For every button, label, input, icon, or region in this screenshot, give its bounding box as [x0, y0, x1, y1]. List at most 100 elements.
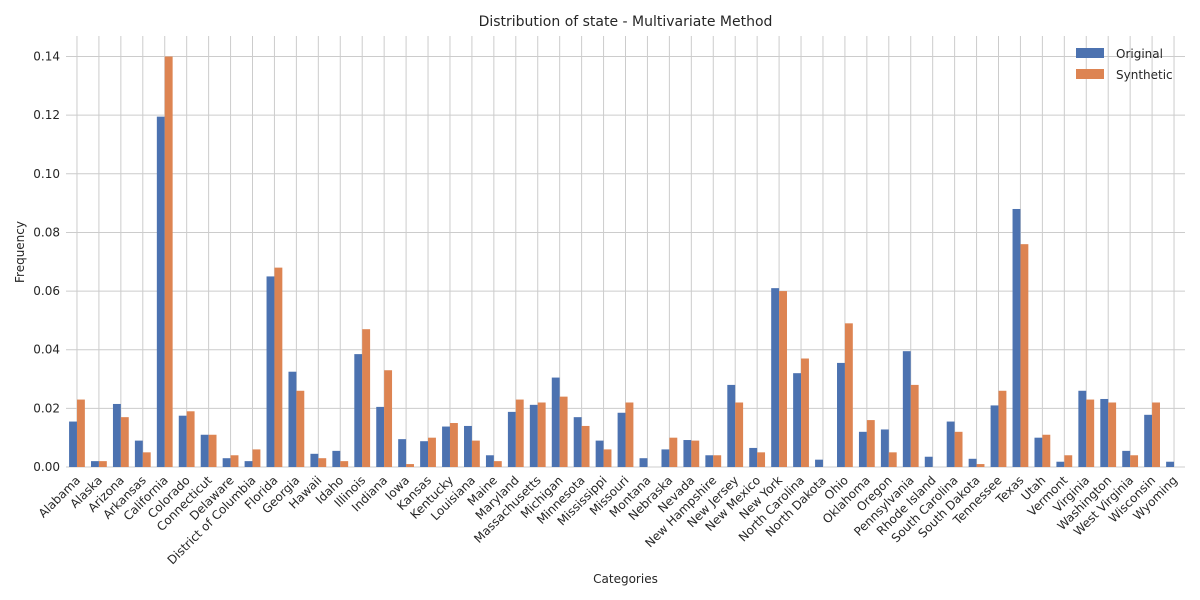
- bar-synthetic: [735, 402, 744, 467]
- bar-synthetic: [603, 449, 612, 467]
- bar-original: [902, 351, 911, 467]
- bar-synthetic: [1020, 244, 1029, 467]
- bar-original: [946, 421, 955, 467]
- bar-original: [156, 116, 165, 468]
- bar-synthetic: [691, 440, 700, 467]
- bar-synthetic: [910, 384, 919, 467]
- bar-original: [858, 431, 867, 467]
- bar-original: [134, 440, 143, 467]
- bar-original: [507, 411, 516, 467]
- bar-original: [288, 371, 297, 467]
- bar-original: [1166, 461, 1175, 467]
- y-tick-label: 0.00: [33, 460, 60, 474]
- bar-original: [705, 455, 714, 467]
- bar-synthetic: [998, 390, 1007, 467]
- bar-original: [573, 417, 582, 467]
- bar-synthetic: [581, 425, 590, 467]
- bar-synthetic: [384, 370, 393, 467]
- bar-original: [771, 288, 780, 467]
- bar-original: [200, 434, 209, 467]
- bar-synthetic: [866, 420, 875, 467]
- bar-synthetic: [142, 452, 151, 467]
- bar-synthetic: [559, 396, 568, 467]
- bar-original: [639, 458, 648, 467]
- bar-synthetic: [954, 431, 963, 467]
- bar-synthetic: [471, 440, 480, 467]
- bar-synthetic: [230, 455, 239, 467]
- bar-original: [420, 441, 429, 467]
- bar-synthetic: [888, 452, 897, 467]
- bar-synthetic: [537, 402, 546, 467]
- bar-synthetic: [757, 452, 766, 467]
- bars: [69, 56, 1175, 468]
- x-tick-labels: AlabamaAlaskaArizonaArkansasCaliforniaCo…: [36, 473, 1180, 567]
- bar-synthetic: [449, 423, 458, 467]
- y-tick-label: 0.14: [33, 50, 60, 64]
- y-tick-label: 0.12: [33, 108, 60, 122]
- bar-synthetic: [1064, 455, 1073, 467]
- bar-synthetic: [1108, 402, 1117, 467]
- bar-original: [442, 426, 450, 467]
- bar-original: [1012, 208, 1021, 467]
- bar-synthetic: [428, 437, 436, 467]
- bar-original: [178, 415, 187, 467]
- bar-synthetic: [252, 449, 261, 467]
- bar-synthetic: [186, 411, 195, 467]
- bar-original: [354, 354, 363, 467]
- bar-synthetic: [362, 329, 371, 467]
- y-tick-label: 0.06: [33, 284, 60, 298]
- bar-original: [222, 458, 231, 467]
- bar-synthetic: [76, 399, 85, 467]
- bar-original: [815, 459, 823, 467]
- bar-synthetic: [625, 402, 634, 467]
- bar-synthetic: [801, 358, 809, 467]
- bar-synthetic: [1152, 402, 1160, 467]
- y-tick-label: 0.08: [33, 225, 60, 239]
- bar-synthetic: [208, 434, 217, 467]
- bar-original: [1100, 398, 1109, 467]
- bar-synthetic: [274, 267, 283, 467]
- bar-original: [1144, 414, 1153, 467]
- bar-original: [69, 421, 77, 467]
- bar-original: [880, 429, 889, 467]
- bar-original: [661, 449, 670, 467]
- bar-synthetic: [669, 437, 678, 467]
- bar-original: [551, 377, 560, 467]
- bar-synthetic: [844, 323, 853, 467]
- bar-original: [464, 425, 472, 467]
- bar-synthetic: [976, 464, 985, 467]
- bar-synthetic: [515, 399, 524, 467]
- bar-synthetic: [1042, 434, 1051, 467]
- bar-original: [1034, 437, 1043, 467]
- bar-original: [310, 453, 319, 467]
- bar-original: [990, 405, 999, 467]
- legend-swatch-original: [1076, 48, 1104, 58]
- y-tick-label: 0.02: [33, 401, 60, 415]
- bar-original: [266, 276, 275, 467]
- bar-synthetic: [493, 461, 502, 467]
- bar-original: [91, 461, 99, 467]
- bar-original: [749, 447, 758, 467]
- bar-original: [1056, 461, 1065, 467]
- legend-label-original: Original: [1116, 47, 1163, 61]
- bar-synthetic: [713, 455, 722, 467]
- y-tick-labels: 0.00 0.02 0.04 0.06 0.08 0.10 0.12 0.14: [33, 50, 60, 474]
- bar-original: [683, 440, 692, 467]
- bar-original: [244, 461, 253, 467]
- bar-synthetic: [1086, 399, 1095, 467]
- x-axis-label: Categories: [593, 572, 658, 586]
- bar-synthetic: [779, 291, 787, 467]
- bar-synthetic: [1130, 455, 1139, 467]
- legend: Original Synthetic: [1076, 47, 1173, 82]
- bar-original: [1122, 450, 1131, 467]
- bar-synthetic: [296, 390, 305, 467]
- bar-synthetic: [164, 56, 173, 468]
- bar-synthetic: [340, 461, 349, 467]
- y-tick-label: 0.10: [33, 167, 60, 181]
- y-axis-label: Frequency: [13, 221, 27, 283]
- chart-title: Distribution of state - Multivariate Met…: [479, 14, 773, 30]
- bar-original: [837, 362, 845, 467]
- bar-original: [1078, 390, 1087, 467]
- bar-original: [727, 384, 736, 467]
